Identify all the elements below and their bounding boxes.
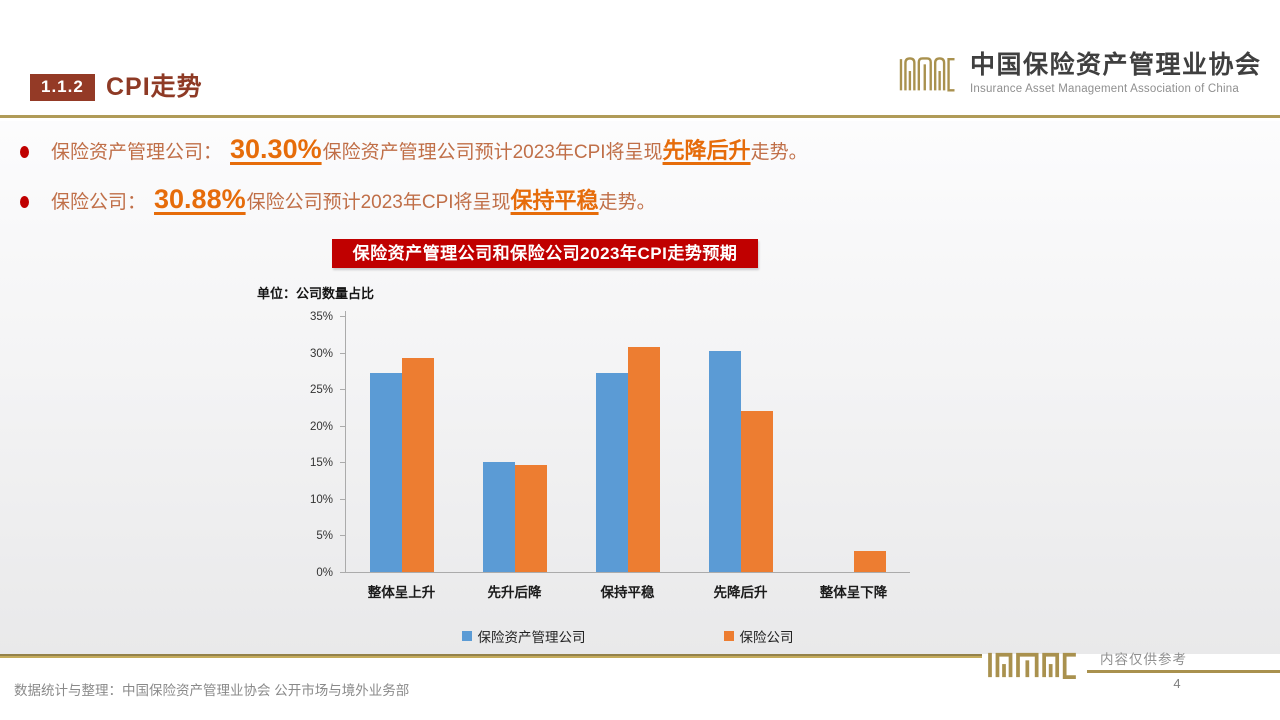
y-tick-label: 15% bbox=[309, 457, 333, 470]
legend-swatch-icon bbox=[723, 631, 734, 641]
legend-item: 保险资产管理公司 bbox=[461, 626, 586, 646]
page-title: CPI走势 bbox=[106, 73, 203, 101]
bullet-body: 保险资产管理公司预计2023年CPI将呈现 bbox=[322, 142, 663, 163]
chart-bar bbox=[740, 411, 773, 572]
legend-label: 保险公司 bbox=[739, 630, 794, 645]
footer-divider-line bbox=[0, 654, 982, 658]
bar-group bbox=[684, 317, 797, 572]
y-tick-mark bbox=[340, 498, 345, 500]
chart-x-axis-labels: 整体呈上升 先升后降 保持平稳 先降后升 整体呈下降 bbox=[345, 581, 910, 601]
x-tick-label: 整体呈下降 bbox=[819, 585, 888, 600]
chart-plot-area bbox=[344, 311, 910, 573]
iamac-wordmark-icon bbox=[988, 652, 1076, 679]
chart-bar bbox=[627, 347, 660, 572]
chart-bar bbox=[515, 464, 548, 572]
bullet-label: 保险资产管理公司： bbox=[51, 142, 223, 163]
bullet-dot-icon bbox=[20, 195, 29, 208]
chart-title-banner: 保险资产管理公司和保险公司2023年CPI走势预期 bbox=[332, 239, 758, 268]
y-tick-mark bbox=[340, 352, 345, 354]
bullet-text: 保险资产管理公司： 30.30%保险资产管理公司预计2023年CPI将呈现先降后升… bbox=[51, 133, 808, 170]
bar-groups bbox=[346, 317, 910, 572]
chart-bar bbox=[853, 550, 886, 572]
y-tick-label: 25% bbox=[309, 384, 333, 397]
bullet-text: 保险公司： 30.88%保险公司预计2023年CPI将呈现保持平稳走势。 bbox=[51, 183, 656, 220]
y-tick-mark bbox=[340, 425, 345, 427]
chart-bar bbox=[370, 373, 403, 572]
association-logo: 中国保险资产管理业协会 Insurance Asset Management A… bbox=[898, 46, 1262, 102]
y-tick-label: 20% bbox=[309, 420, 333, 433]
disclaimer-text: 内容仅供参考 bbox=[1100, 652, 1187, 667]
legend-item: 保险公司 bbox=[723, 626, 794, 646]
chart-unit-label: 单位：公司数量占比 bbox=[257, 286, 375, 301]
logo-text: 中国保险资产管理业协会 Insurance Asset Management A… bbox=[970, 46, 1262, 95]
page-number: 4 bbox=[1173, 676, 1181, 691]
y-tick-label: 30% bbox=[309, 347, 333, 360]
chart-legend: 保险资产管理公司 保险公司 bbox=[345, 626, 910, 646]
y-tick-label: 35% bbox=[309, 311, 333, 323]
bullet-item-insurers: 保险公司： 30.88%保险公司预计2023年CPI将呈现保持平稳走势。 bbox=[20, 183, 1270, 220]
iamac-seal-icon bbox=[899, 57, 955, 92]
chart-bar bbox=[483, 461, 516, 572]
bullet-label: 保险公司： bbox=[51, 192, 147, 213]
bullet-emphasis: 保持平稳 bbox=[510, 188, 599, 213]
x-tick-label: 先升后降 bbox=[487, 585, 542, 600]
y-tick-mark bbox=[340, 316, 345, 317]
chart-bar bbox=[595, 373, 628, 572]
bar-group bbox=[459, 317, 572, 572]
x-tick-label: 先降后升 bbox=[713, 585, 768, 600]
y-tick-mark bbox=[340, 535, 345, 537]
bullet-value: 30.30% bbox=[230, 134, 322, 164]
y-tick-label: 0% bbox=[316, 567, 333, 579]
bullet-tail: 走势。 bbox=[598, 192, 656, 213]
y-tick-mark bbox=[340, 389, 345, 391]
y-tick-label: 10% bbox=[309, 493, 333, 506]
bar-group bbox=[572, 317, 685, 572]
bullet-value: 30.88% bbox=[154, 184, 246, 214]
legend-swatch-icon bbox=[461, 631, 472, 641]
chart-bar bbox=[708, 351, 741, 572]
y-tick-mark bbox=[340, 462, 345, 464]
bullet-tail: 走势。 bbox=[750, 142, 808, 163]
x-tick-label: 整体呈上升 bbox=[367, 585, 436, 600]
chart-bar bbox=[402, 357, 435, 572]
x-tick-label: 保持平稳 bbox=[600, 585, 655, 600]
bullet-dot-icon bbox=[20, 145, 29, 158]
header-band: 1.1.2 CPI走势 中国保险资产管理业协会 Insurance Asset … bbox=[0, 0, 1280, 118]
section-number-badge: 1.1.2 bbox=[30, 74, 95, 101]
chart-y-axis: 0% 5% 10% 15% 20% 25% 30% 35% bbox=[294, 311, 345, 579]
logo-name-en: Insurance Asset Management Association o… bbox=[970, 83, 1239, 95]
bar-group bbox=[797, 317, 910, 572]
footer-right-line bbox=[1087, 670, 1280, 673]
bullet-body: 保险公司预计2023年CPI将呈现 bbox=[246, 192, 511, 213]
bar-group bbox=[346, 317, 459, 572]
bullet-emphasis: 先降后升 bbox=[662, 138, 751, 163]
y-tick-label: 5% bbox=[316, 530, 333, 543]
logo-name-cn: 中国保险资产管理业协会 bbox=[970, 51, 1262, 79]
source-note: 数据统计与整理：中国保险资产管理业协会 公开市场与境外业务部 bbox=[14, 683, 410, 698]
bullet-list: 保险资产管理公司： 30.30%保险资产管理公司预计2023年CPI将呈现先降后升… bbox=[20, 133, 1270, 233]
bullet-item-asset-managers: 保险资产管理公司： 30.30%保险资产管理公司预计2023年CPI将呈现先降后升… bbox=[20, 133, 1270, 170]
y-tick-mark bbox=[340, 572, 345, 573]
legend-label: 保险资产管理公司 bbox=[477, 630, 586, 645]
